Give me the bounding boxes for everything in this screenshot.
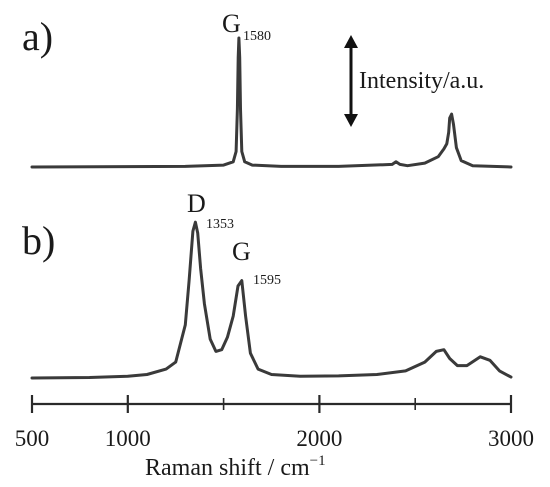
peak-label-g-1595: G [232, 237, 251, 266]
peak-sub-1595: 1595 [253, 273, 281, 288]
panel-label-b: b) [22, 218, 55, 263]
intensity-arrow-head-up [344, 35, 358, 48]
intensity-arrow-head-down [344, 114, 358, 127]
peak-label-g-1580: G [222, 9, 241, 38]
peak-sub-1353: 1353 [206, 217, 234, 232]
x-axis-title-main: Raman shift / cm [145, 455, 310, 481]
peak-sub-1580: 1580 [243, 29, 271, 44]
peak-label-d-1353: D [187, 189, 206, 218]
spectrum-line-b [30, 220, 513, 380]
x-tick-label-1000: 1000 [105, 426, 151, 451]
x-axis-title-superscript: −1 [310, 453, 326, 469]
x-axis-title: Raman shift / cm−1 [145, 453, 326, 481]
panel-label-a: a) [22, 14, 53, 59]
intensity-label: Intensity/a.u. [359, 68, 484, 94]
x-tick-label-3000: 3000 [488, 426, 534, 451]
x-tick-label-2000: 2000 [296, 426, 342, 451]
spectrum-line-a [30, 36, 513, 169]
x-tick-label-500: 500 [15, 426, 50, 451]
